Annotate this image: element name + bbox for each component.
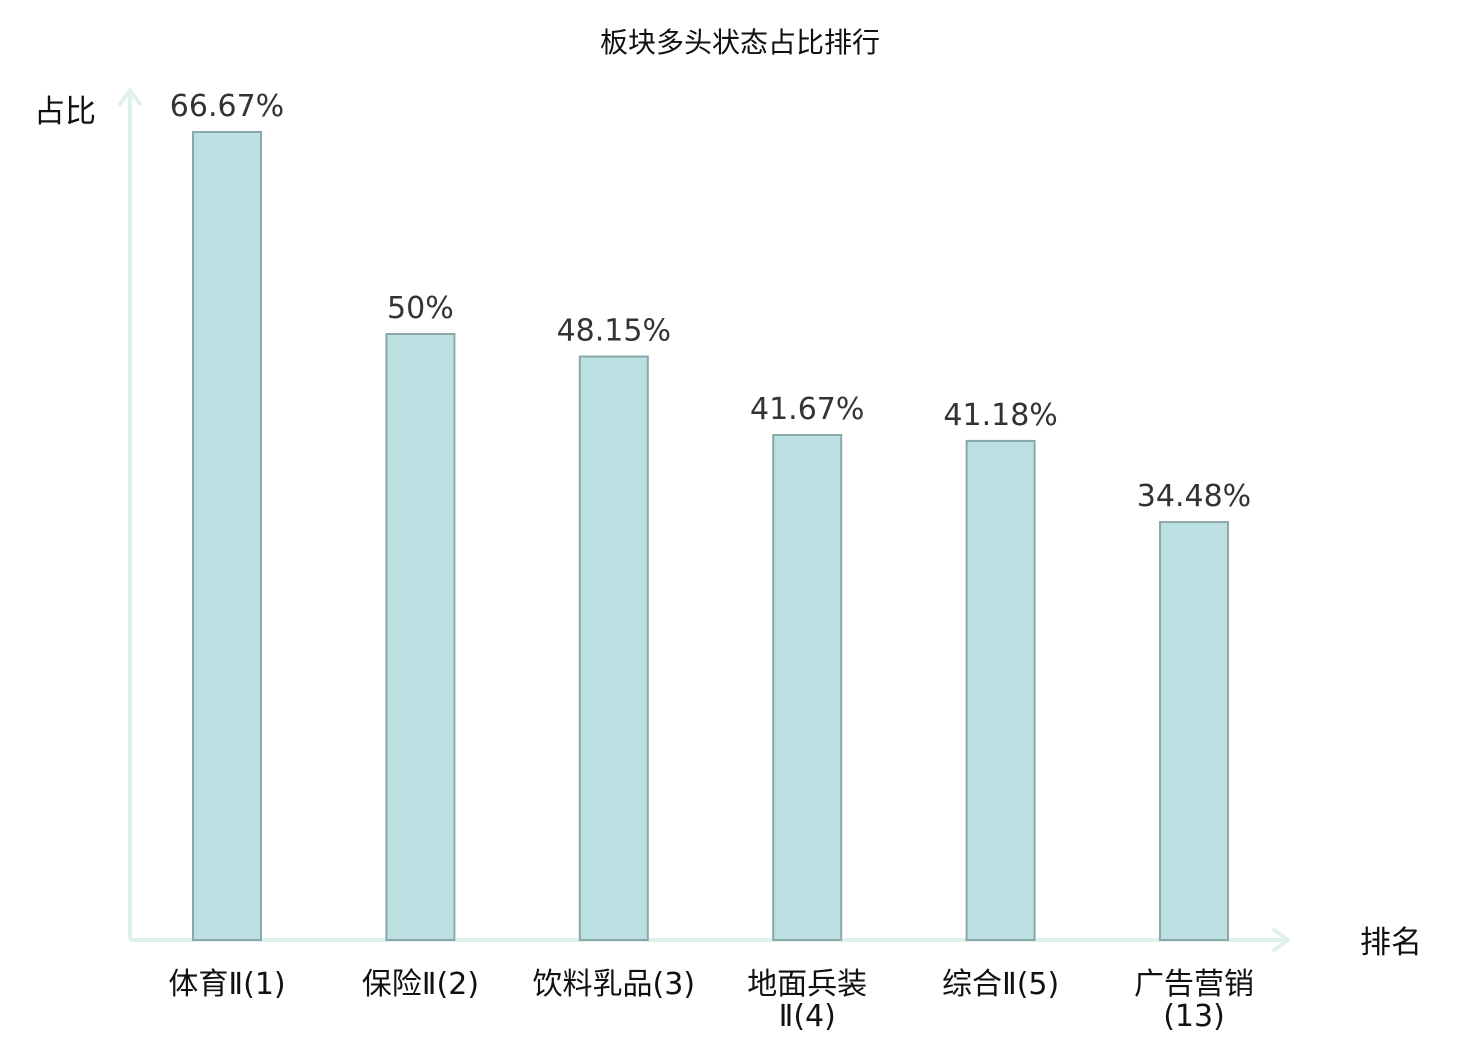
x-tick-label: 保险Ⅱ(2) [362,967,479,1002]
bar [1159,521,1229,941]
x-tick-label: 体育Ⅱ(1) [168,967,285,1002]
x-tick-label: 饮料乳品(3) [533,967,696,1002]
labels-group: 66.67% 体育Ⅱ(1) 50% 保险Ⅱ(2) 48.15% 饮料乳品(3) 41.67%… [168,89,1254,1034]
y-axis-title: 占比 [34,94,96,130]
x-axis-arrow [1272,928,1290,952]
bar [385,333,456,941]
bar [578,355,649,941]
bar-value-label: 41.67% [750,392,864,427]
x-tick-label: 综合Ⅱ(5) [942,967,1059,1002]
bar [192,131,262,941]
x-tick-label: 地面兵装 Ⅱ(4) [747,967,867,1034]
bar-value-label: 34.48% [1137,479,1251,514]
bar-value-label: 66.67% [170,89,284,124]
bars-group [192,131,1229,941]
chart-title: 板块多头状态占比排行 [600,26,880,59]
bar-value-label: 50% [387,291,454,326]
y-axis-arrow [118,88,142,106]
bar-value-label: 48.15% [557,314,671,349]
bar [772,434,843,941]
x-axis-title: 排名 [1360,925,1422,961]
bar-value-label: 41.18% [943,398,1057,433]
bar [965,439,1036,941]
x-tick-label: 广告营销(13) [1134,967,1254,1034]
